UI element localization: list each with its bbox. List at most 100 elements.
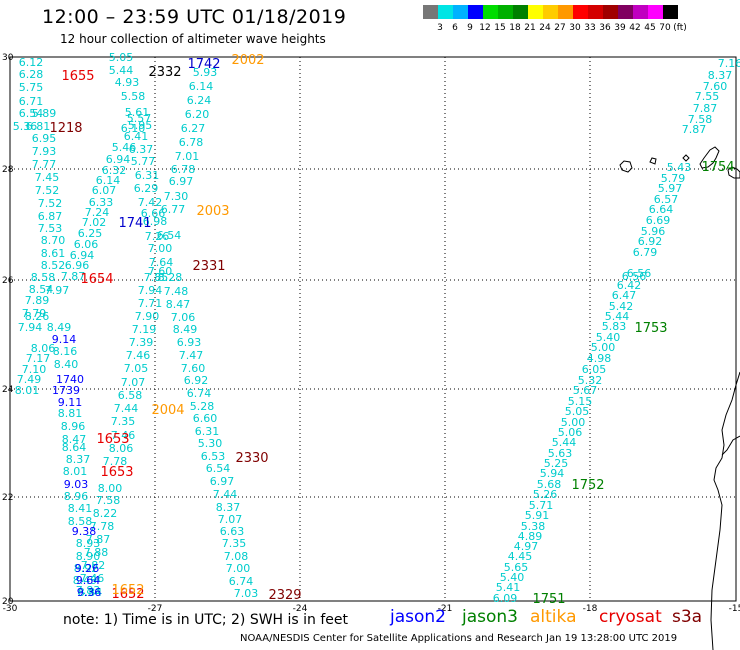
legend-swatch [648, 5, 663, 19]
swh-value: 7.05 [124, 362, 149, 375]
swh-value: 8.49 [73, 574, 98, 587]
swh-readings: 5.055.444.935.585.615.575.956.106.415.46… [13, 51, 740, 605]
swh-value: 5.94 [540, 467, 565, 480]
swh-value: 6.32 [102, 164, 127, 177]
swh-value: 6.81 [26, 120, 51, 133]
swh-value: 9.03 [64, 478, 89, 491]
swh-value: 5.30 [198, 437, 223, 450]
swh-value: 4.98 [587, 352, 612, 365]
pass-time-label: 1654 [80, 272, 113, 287]
swh-value: 7.44 [213, 488, 238, 501]
swh-value: 6.87 [38, 210, 63, 223]
swh-value: 7.89 [25, 294, 50, 307]
legend-label: 24 [539, 23, 551, 33]
swh-value: 7.78 [103, 455, 128, 468]
swh-value: 5.75 [19, 81, 44, 94]
swh-value: 6.92 [638, 235, 663, 248]
map-subtitle: 12 hour collection of altimeter wave hei… [60, 32, 326, 46]
legend-label: 27 [554, 23, 566, 33]
swh-value: 6.66 [141, 207, 166, 220]
legend-label: 42 [629, 23, 641, 33]
swh-value: 6.47 [612, 289, 637, 302]
swh-value: 8.54 [29, 283, 54, 296]
swh-value: 8.61 [41, 247, 66, 260]
legend-label: 33 [584, 23, 596, 33]
swh-value: 6.27 [181, 122, 206, 135]
swh-value: 6.12 [19, 56, 44, 69]
pass-time-label: 1741 [118, 216, 151, 231]
swh-value: 7.49 [17, 373, 42, 386]
swh-value: 8.37 [66, 453, 91, 466]
legend-label: 45 [644, 23, 656, 33]
swh-value: 7.83 [76, 584, 101, 597]
swh-value: 5.36 [13, 120, 38, 133]
swh-value: 6.64 [649, 203, 674, 216]
legend-label: 36 [599, 23, 611, 33]
pass-time-label: 2332 [148, 65, 181, 80]
swh-value: 8.06 [31, 342, 56, 355]
swh-value: 6.14 [96, 174, 121, 187]
legend-swatch [498, 5, 513, 19]
swh-value: 5.63 [548, 447, 573, 460]
legend-swatch [528, 5, 543, 19]
swh-value: 7.64 [149, 256, 174, 269]
swh-value: 6.33 [89, 196, 114, 209]
swh-value: 6.92 [184, 374, 209, 387]
swh-value: 4.97 [514, 540, 539, 553]
swh-value: 6.78 [179, 136, 204, 149]
swh-value: 6.95 [32, 132, 57, 145]
swh-value: 6.97 [169, 175, 194, 188]
legend-label: 3 [437, 23, 443, 33]
swh-value: 6.78 [171, 163, 196, 176]
swh-value: 8.01 [15, 384, 40, 397]
swh-value: 7.87 [86, 533, 111, 546]
swh-value: 6.77 [161, 203, 186, 216]
swh-value: 8.84 [78, 586, 103, 599]
swh-value: 7.48 [164, 285, 189, 298]
pass-time-label: 1752 [571, 478, 604, 493]
coastline [619, 146, 740, 650]
swh-value: 5.65 [504, 561, 529, 574]
legend-label: 6 [452, 23, 458, 33]
lat-label: 28 [2, 165, 14, 175]
footer-note: note: 1) Time is in UTC; 2) SWH is in fe… [63, 612, 349, 628]
lon-label: -30 [3, 604, 18, 614]
swh-value: 5.06 [558, 426, 583, 439]
satellite-legend-item: altika [530, 607, 577, 627]
swh-value: 8.93 [76, 537, 101, 550]
swh-value: 7.58 [688, 113, 713, 126]
swh-value: 7.60 [703, 80, 728, 93]
swh-value: 5.42 [609, 300, 634, 313]
swh-value: 7.71 [138, 297, 163, 310]
swh-value: 7.87 [61, 270, 86, 283]
satellite-legend-item: cryosat [599, 607, 662, 627]
swh-value: 6.56 [627, 267, 652, 280]
legend-label: 39 [614, 23, 626, 33]
pass-time-label: 1652 [111, 587, 144, 602]
legend-swatch [513, 5, 528, 19]
swh-value: 6.42 [617, 279, 642, 292]
swh-value: 5.61 [125, 106, 150, 119]
legend-label: 70 [659, 23, 671, 33]
swh-value: 6.60 [193, 412, 218, 425]
swh-value: 8.47 [166, 298, 191, 311]
swh-value: 6.24 [187, 94, 212, 107]
swh-value: 6.53 [201, 450, 226, 463]
swh-value: 5.79 [661, 172, 686, 185]
swh-value: 5.41 [496, 581, 521, 594]
swh-value: 8.26 [25, 310, 50, 323]
swh-value: 6.94 [70, 249, 95, 262]
legend-label: 18 [509, 23, 521, 33]
swh-value: 7.77 [32, 158, 57, 171]
swh-value: 7.87 [682, 123, 707, 136]
swh-value: 6.37 [129, 143, 154, 156]
lat-label: 30 [2, 53, 14, 63]
swh-value: 6.29 [134, 182, 159, 195]
lat-label: 20 [2, 597, 14, 607]
lat-label: 22 [2, 493, 13, 503]
swh-value: 7.94 [18, 321, 43, 334]
legend-swatch [543, 5, 558, 19]
swh-value: 7.90 [135, 310, 160, 323]
swh-value: 7.46 [111, 429, 136, 442]
